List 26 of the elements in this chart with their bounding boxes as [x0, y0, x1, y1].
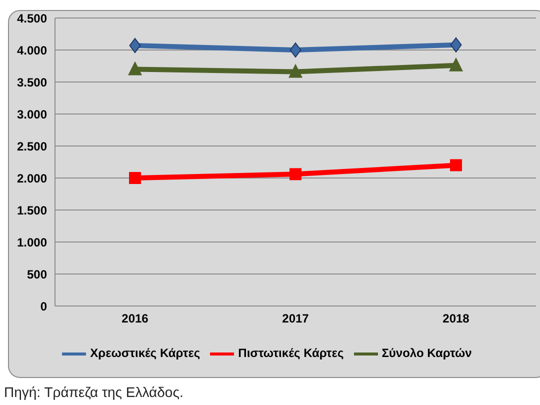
legend-label: Σύνολο Καρτών — [382, 346, 472, 360]
x-tick-label: 2017 — [282, 312, 310, 326]
y-tick-label: 3.000 — [16, 107, 48, 122]
y-tick-label: 2.000 — [16, 171, 48, 186]
y-tick-label: 4.000 — [16, 43, 48, 58]
point — [128, 61, 142, 76]
point — [450, 159, 462, 172]
legend-label: Χρεωστικές Κάρτες — [90, 346, 200, 360]
y-tick-label: 2.500 — [16, 139, 48, 154]
y-tick-label: 500 — [26, 267, 48, 282]
point — [450, 37, 462, 52]
point — [288, 64, 302, 78]
point — [290, 42, 302, 58]
y-tick-label: 4.500 — [16, 11, 48, 26]
y-tick-label: 0 — [40, 299, 48, 314]
x-tick-label: 2016 — [122, 312, 149, 326]
y-tick-label: 1.500 — [16, 203, 48, 218]
legend-label: Πιστωτικές Κάρτες — [238, 346, 344, 360]
point — [449, 57, 463, 72]
point — [290, 168, 302, 180]
text: Πηγή: Τράπεζα της Ελλάδος. — [4, 384, 184, 400]
y-tick-label: 1.000 — [16, 235, 48, 250]
x-tick-label: 2018 — [442, 312, 470, 326]
y-tick-label: 3.500 — [16, 75, 48, 90]
point — [129, 38, 141, 54]
point — [129, 172, 141, 184]
